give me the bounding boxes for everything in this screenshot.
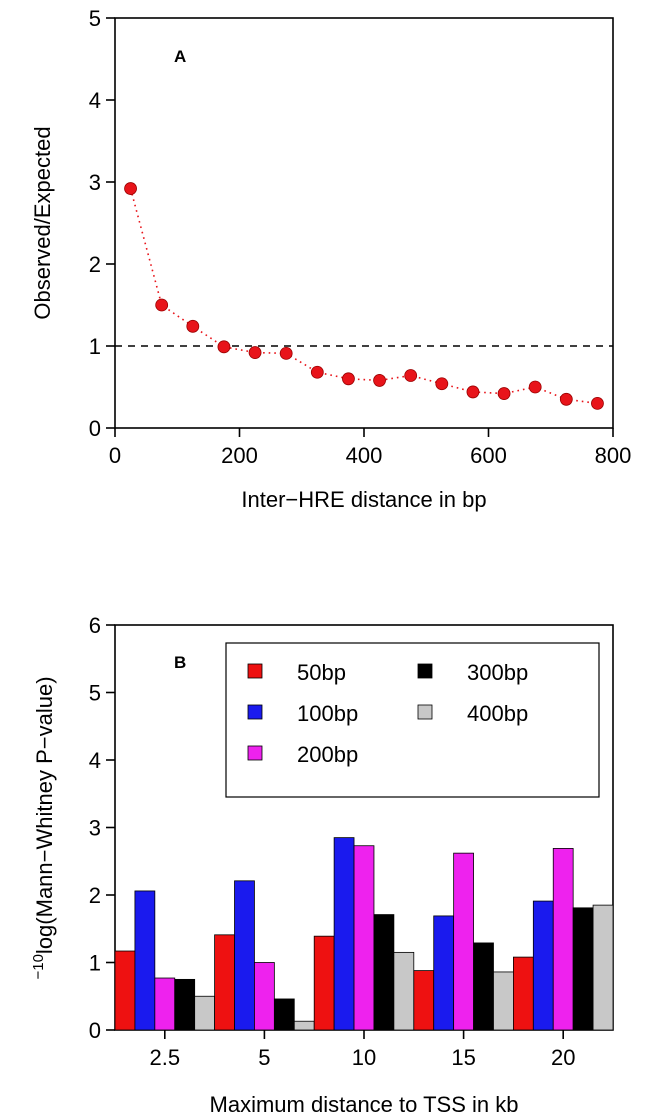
panel-a: 0 1 2 3 4 5 0 200 400 600 800 A Inter−HRE distanc… — [30, 6, 631, 512]
x-tick-label: 0 — [109, 443, 121, 468]
legend-box — [225, 642, 600, 798]
bar — [273, 998, 295, 1031]
bar — [174, 978, 196, 1031]
x-tick-label: 20 — [551, 1045, 575, 1070]
panel-b: 0 1 2 3 4 5 6 2.5 5 10 15 20 B 50bp 100bp 200bp 300bp… — [30, 613, 614, 1117]
bar — [194, 995, 215, 1031]
data-point — [186, 319, 200, 333]
data-point — [279, 346, 293, 360]
data-point — [591, 396, 604, 410]
legend: 50bp 100bp 200bp 300bp 400bp — [225, 642, 600, 798]
x-tick-label: 15 — [451, 1045, 475, 1070]
y-tick-label: 5 — [89, 681, 101, 706]
y-tick-label: 0 — [89, 1018, 101, 1043]
x-tick-label: 10 — [352, 1045, 376, 1070]
legend-label: 100bp — [297, 701, 358, 726]
bar — [473, 942, 494, 1031]
data-point — [466, 385, 480, 399]
y-tick-label: 2 — [89, 252, 101, 277]
x-tick-label: 800 — [595, 443, 632, 468]
bar — [154, 977, 176, 1031]
legend-label: 50bp — [297, 660, 346, 685]
data-point — [342, 372, 355, 386]
x-tick-label: 400 — [346, 443, 383, 468]
x-tick-label: 600 — [470, 443, 507, 468]
bar — [572, 907, 594, 1031]
y-tick-label: 5 — [89, 6, 101, 31]
y-tick-label: 0 — [89, 416, 101, 441]
bar — [353, 845, 375, 1031]
legend-swatch — [417, 704, 433, 720]
bar — [513, 956, 534, 1031]
bar — [373, 914, 395, 1031]
panel-a-y-axis-title: Observed/Expected — [30, 126, 55, 319]
data-point — [155, 298, 169, 312]
panel-a-label: A — [174, 47, 186, 66]
legend-swatch — [247, 663, 263, 679]
data-point — [528, 380, 542, 394]
panel-a-frame — [114, 17, 614, 429]
legend-label: 300bp — [467, 660, 528, 685]
legend-swatch — [247, 745, 263, 761]
legend-label: 200bp — [297, 742, 358, 767]
y-tick-label: 3 — [89, 816, 101, 841]
y-tick-label: 1 — [89, 334, 101, 359]
bar — [333, 837, 355, 1031]
x-tick-label: 5 — [258, 1045, 270, 1070]
bar — [313, 935, 335, 1031]
panel-b-x-axis-title: Maximum distance to TSS in kb — [210, 1092, 519, 1117]
y-tick-label: 2 — [89, 883, 101, 908]
bar — [393, 951, 415, 1031]
bar — [552, 848, 574, 1031]
bar — [433, 915, 455, 1031]
y-axis-title-main: log(Mann−Whitney P−value) — [32, 676, 57, 954]
legend-swatch — [247, 704, 263, 720]
y-tick-label: 1 — [89, 951, 101, 976]
data-point — [217, 340, 231, 354]
bar — [254, 962, 275, 1031]
series-line — [129, 188, 598, 405]
data-point — [404, 369, 418, 382]
y-tick-label: 3 — [89, 170, 101, 195]
data-point — [435, 377, 449, 391]
bar — [493, 971, 514, 1031]
data-point — [124, 182, 137, 195]
y-axis-title-superscript: −10 — [30, 954, 47, 979]
legend-swatch — [417, 663, 433, 679]
data-point — [310, 365, 324, 379]
bar — [453, 852, 474, 1031]
bar — [413, 970, 435, 1031]
legend-label: 400bp — [467, 701, 528, 726]
y-tick-label: 4 — [89, 88, 101, 113]
x-tick-label: 200 — [221, 443, 258, 468]
panel-b-label: B — [174, 653, 186, 672]
bar — [592, 904, 614, 1031]
bar — [532, 900, 554, 1031]
y-tick-label: 4 — [89, 748, 101, 773]
panel-b-y-axis-title: −10log(Mann−Whitney P−value) — [30, 676, 57, 979]
bar — [214, 934, 235, 1031]
data-point — [559, 392, 573, 406]
x-tick-label: 2.5 — [150, 1045, 181, 1070]
bar — [234, 880, 255, 1031]
bar — [114, 950, 136, 1031]
data-point — [248, 346, 262, 359]
data-point — [373, 374, 386, 387]
bar — [293, 1020, 315, 1031]
data-point — [497, 387, 511, 400]
bar — [134, 890, 156, 1031]
y-tick-label: 6 — [89, 613, 101, 638]
panel-a-x-axis-title: Inter−HRE distance in bp — [241, 487, 486, 512]
